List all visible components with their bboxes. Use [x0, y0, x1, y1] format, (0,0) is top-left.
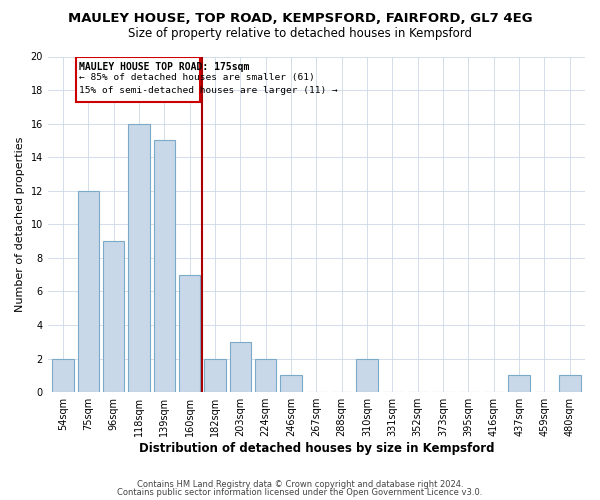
Bar	[204, 358, 226, 392]
Text: ← 85% of detached houses are smaller (61): ← 85% of detached houses are smaller (61…	[79, 74, 315, 82]
Bar	[508, 376, 530, 392]
Bar	[559, 376, 581, 392]
Text: Size of property relative to detached houses in Kempsford: Size of property relative to detached ho…	[128, 28, 472, 40]
Text: 15% of semi-detached houses are larger (11) →: 15% of semi-detached houses are larger (…	[79, 86, 338, 95]
Bar	[280, 376, 302, 392]
FancyBboxPatch shape	[76, 56, 200, 102]
Bar	[230, 342, 251, 392]
Text: Contains public sector information licensed under the Open Government Licence v3: Contains public sector information licen…	[118, 488, 482, 497]
Text: Contains HM Land Registry data © Crown copyright and database right 2024.: Contains HM Land Registry data © Crown c…	[137, 480, 463, 489]
Bar	[154, 140, 175, 392]
Text: MAULEY HOUSE, TOP ROAD, KEMPSFORD, FAIRFORD, GL7 4EG: MAULEY HOUSE, TOP ROAD, KEMPSFORD, FAIRF…	[68, 12, 532, 26]
Bar	[77, 191, 99, 392]
Bar	[52, 358, 74, 392]
Bar	[128, 124, 150, 392]
Bar	[179, 274, 200, 392]
X-axis label: Distribution of detached houses by size in Kempsford: Distribution of detached houses by size …	[139, 442, 494, 455]
Bar	[255, 358, 277, 392]
Y-axis label: Number of detached properties: Number of detached properties	[15, 136, 25, 312]
Bar	[103, 241, 124, 392]
Bar	[356, 358, 378, 392]
Text: MAULEY HOUSE TOP ROAD: 175sqm: MAULEY HOUSE TOP ROAD: 175sqm	[79, 62, 250, 72]
